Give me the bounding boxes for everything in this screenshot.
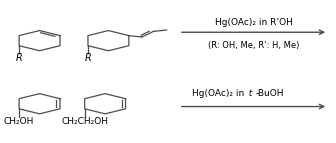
Text: -BuOH: -BuOH <box>255 89 284 98</box>
Text: CH₂OH: CH₂OH <box>4 117 34 126</box>
Text: R: R <box>16 53 23 63</box>
Text: Hg(OAc)₂ in R’OH: Hg(OAc)₂ in R’OH <box>214 18 292 27</box>
Text: R: R <box>85 53 91 63</box>
Text: CH₂CH₂OH: CH₂CH₂OH <box>61 117 108 126</box>
Text: t: t <box>247 89 252 98</box>
Text: (R: OH, Me, R’: H, Me): (R: OH, Me, R’: H, Me) <box>208 41 299 50</box>
Text: Hg(OAc)₂ in: Hg(OAc)₂ in <box>192 89 247 98</box>
